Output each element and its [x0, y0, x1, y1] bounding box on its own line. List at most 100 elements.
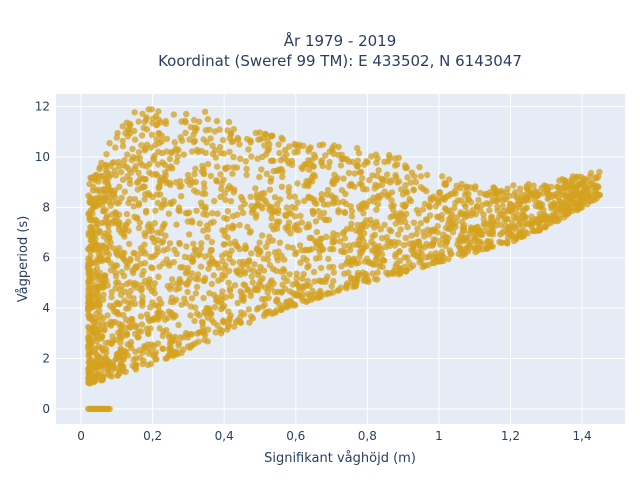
data-point [255, 304, 262, 311]
chart-title-line2: Koordinat (Sweref 99 TM): E 433502, N 61… [158, 52, 522, 70]
data-point [254, 201, 261, 209]
data-point [130, 295, 137, 302]
data-point [144, 361, 152, 369]
data-point [155, 303, 162, 310]
data-point [338, 263, 345, 270]
data-point [88, 304, 96, 311]
data-point [498, 187, 505, 195]
data-point [159, 225, 166, 232]
data-point [248, 153, 255, 160]
data-point [265, 282, 272, 289]
data-point [511, 223, 518, 230]
data-point [87, 314, 94, 321]
data-point [378, 175, 385, 182]
data-point [330, 277, 337, 285]
data-point [256, 129, 263, 136]
data-point [261, 295, 269, 303]
data-point [458, 180, 465, 188]
data-point [310, 268, 318, 276]
data-point [104, 256, 112, 263]
data-point [87, 252, 94, 260]
data-point [540, 190, 547, 197]
data-point [85, 277, 92, 285]
data-point [524, 230, 531, 237]
data-point [358, 175, 366, 182]
data-point [316, 254, 323, 261]
data-point [320, 209, 328, 217]
data-point [192, 340, 199, 347]
data-point [350, 257, 358, 264]
data-point [275, 206, 282, 213]
data-point [270, 167, 277, 175]
data-point [214, 210, 221, 217]
data-point [451, 204, 458, 212]
data-point [486, 242, 494, 250]
data-point [297, 212, 304, 220]
data-point [237, 204, 245, 211]
data-point [363, 217, 370, 224]
data-point [184, 343, 192, 350]
data-point [230, 189, 237, 196]
data-point [326, 159, 333, 166]
data-point [570, 191, 577, 199]
data-point [85, 245, 92, 253]
data-point [395, 154, 403, 161]
data-point [97, 255, 104, 263]
data-point [423, 254, 430, 261]
data-point [95, 371, 102, 378]
data-point [93, 351, 100, 358]
data-point [95, 273, 102, 280]
data-point [222, 250, 229, 257]
data-point [398, 186, 405, 193]
data-point [204, 326, 212, 333]
data-point [283, 151, 290, 158]
data-point [330, 150, 337, 158]
data-point [184, 264, 192, 272]
data-point [113, 214, 120, 221]
data-point [163, 256, 170, 263]
data-point [201, 184, 208, 192]
data-point [335, 143, 342, 151]
data-point [579, 180, 586, 188]
data-point [208, 255, 215, 262]
data-point [204, 160, 212, 168]
data-point [535, 220, 542, 228]
data-point [445, 234, 452, 241]
data-point [192, 275, 199, 282]
data-point [192, 304, 199, 311]
data-point [453, 182, 460, 189]
data-point [330, 237, 338, 244]
data-point [168, 149, 175, 157]
x-tick-label: 0,6 [286, 429, 305, 443]
data-point [530, 227, 537, 234]
data-point [149, 299, 156, 306]
data-point [504, 208, 512, 215]
data-point [462, 192, 469, 199]
data-point [264, 137, 271, 144]
data-point [532, 202, 539, 209]
data-point [187, 312, 194, 319]
data-point [215, 277, 222, 284]
data-point [371, 275, 379, 282]
data-point [266, 186, 274, 193]
data-point [413, 230, 420, 238]
data-point [200, 294, 207, 302]
data-point [152, 349, 160, 356]
data-point [348, 225, 355, 232]
data-point [201, 253, 209, 260]
data-point [284, 157, 291, 164]
data-point [530, 182, 537, 189]
data-point [153, 121, 161, 128]
data-point [150, 285, 157, 292]
data-point [380, 257, 387, 264]
data-point [127, 300, 135, 307]
data-point [199, 319, 206, 326]
data-point [173, 250, 180, 257]
data-point [148, 264, 155, 271]
data-point [174, 153, 181, 160]
data-point [128, 315, 135, 323]
data-point [523, 195, 530, 202]
data-point [188, 217, 196, 224]
data-point [152, 207, 159, 214]
data-point [154, 244, 161, 252]
